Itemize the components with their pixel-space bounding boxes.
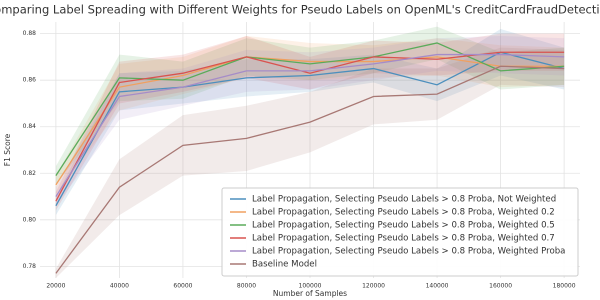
legend: Label Propagation, Selecting Pseudo Labe…	[221, 187, 579, 277]
x-tick-label: 40000	[110, 283, 129, 290]
confidence-band	[55, 33, 565, 211]
legend-label: Label Propagation, Selecting Pseudo Labe…	[252, 234, 555, 244]
x-tick-label: 100000	[299, 283, 322, 290]
confidence-band	[55, 47, 565, 278]
x-tick-label: 80000	[237, 283, 256, 290]
x-tick-label: 120000	[362, 283, 385, 290]
confidence-band	[55, 26, 565, 185]
y-tick-label: 0.88	[23, 30, 37, 37]
legend-box	[221, 187, 579, 277]
y-tick-label: 0.78	[23, 263, 37, 270]
legend-label: Label Propagation, Selecting Pseudo Labe…	[252, 247, 565, 257]
y-tick-label: 0.80	[23, 216, 37, 223]
x-tick-label: 20000	[46, 283, 65, 290]
x-tick-label: 160000	[489, 283, 512, 290]
series-line	[55, 56, 565, 186]
x-tick-label: 140000	[426, 283, 449, 290]
series-line	[55, 42, 565, 176]
y-tick-label: 0.84	[23, 123, 37, 130]
confidence-band	[55, 35, 565, 206]
legend-label: Label Propagation, Selecting Pseudo Labe…	[252, 195, 556, 205]
legend-label: Baseline Model	[252, 260, 317, 270]
y-tick-label: 0.86	[23, 77, 37, 84]
series-line	[55, 65, 565, 274]
x-axis-label: Number of Samples	[273, 289, 347, 298]
legend-label: Label Propagation, Selecting Pseudo Labe…	[252, 208, 555, 218]
series-line	[55, 53, 565, 197]
y-tick-label: 0.82	[23, 170, 37, 177]
x-tick-label: 180000	[553, 283, 576, 290]
y-axis-label: F1 Score	[3, 133, 12, 166]
legend-label: Label Propagation, Selecting Pseudo Labe…	[252, 221, 555, 231]
chart-title: Comparing Label Spreading with Different…	[0, 3, 600, 17]
x-tick-label: 60000	[173, 283, 192, 290]
